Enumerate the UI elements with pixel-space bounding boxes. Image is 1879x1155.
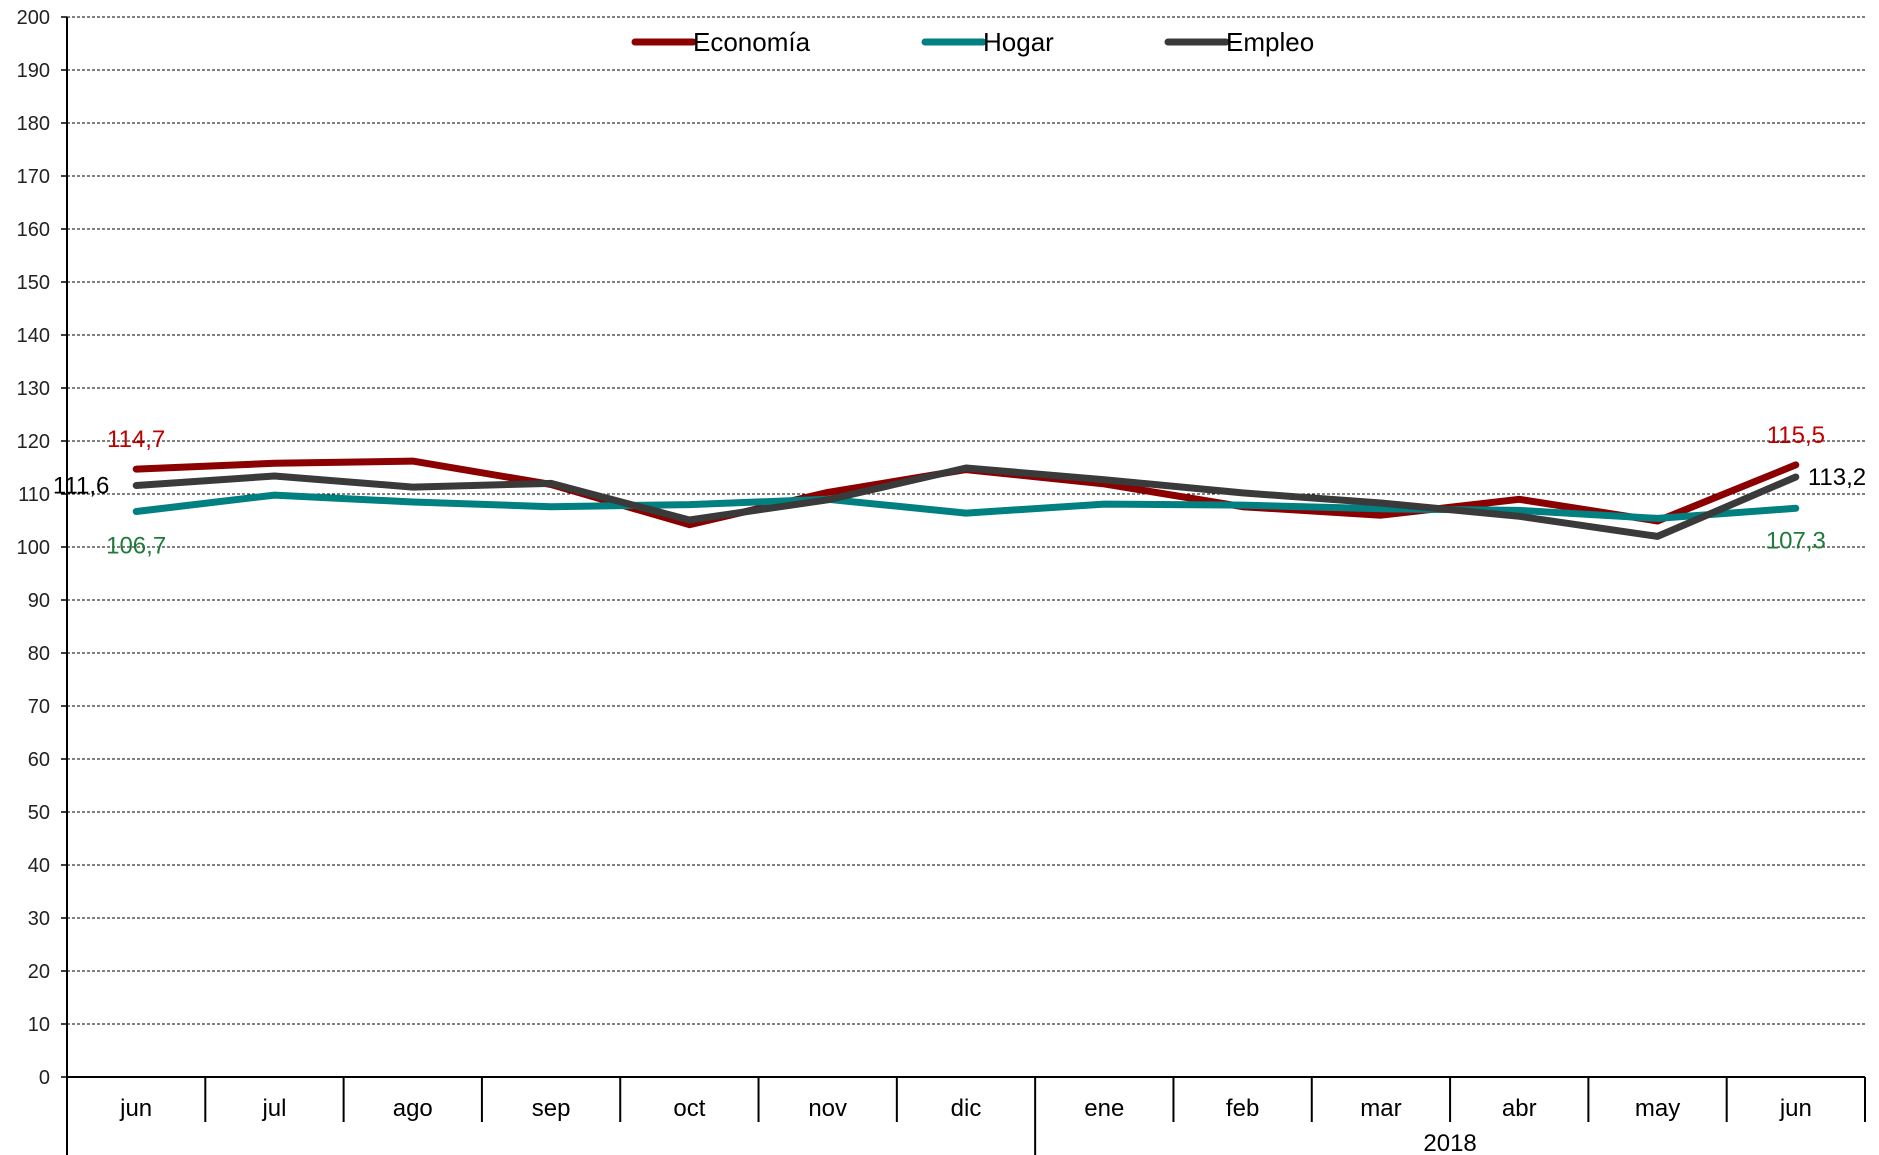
y-tick-label: 200 [17,7,50,29]
legend-label: Hogar [983,27,1054,57]
data-labels: 114,7 115,5 106,7 107,3 111,6 113,2 [53,422,1866,560]
x-tick-label: jul [261,1095,286,1122]
y-tick-label: 90 [28,590,50,612]
y-tick-label: 80 [28,643,50,665]
x-tick-label: sep [532,1095,571,1122]
data-label-end: 107,3 [1766,527,1826,554]
y-tick-label: 190 [17,60,50,82]
y-tick-label: 140 [17,325,50,347]
x-tick-label: oct [673,1095,705,1122]
data-label-start: 111,6 [53,473,110,500]
grid-lines [67,16,1865,1025]
y-tick-label: 110 [18,484,50,506]
y-tick-label: 0 [39,1067,50,1089]
data-label-end: 115,5 [1767,422,1825,449]
x-tick-label: mar [1360,1095,1401,1122]
y-tick-label: 100 [17,537,50,559]
y-tick-label: 40 [28,855,50,877]
series-lines [132,457,1800,540]
y-tick-label: 150 [17,272,50,294]
y-tick-label: 160 [17,219,50,241]
x-tick-label: abr [1502,1095,1537,1122]
x-axis: jun jul ago sep oct nov dic ene feb mar abr may jun 2… [67,1076,1866,1155]
data-label-end: 113,2 [1808,464,1866,491]
x-tick-label: jun [1779,1095,1812,1122]
y-tick-label: 20 [28,961,50,983]
y-axis: 0 10 20 30 40 50 60 70 80 90 100 110 120 130 140 150 160… [17,7,68,1155]
y-tick-label: 120 [17,431,50,453]
y-tick-label: 50 [28,802,50,824]
year-label: 2018 [1423,1130,1476,1155]
y-tick-label: 10 [28,1014,50,1036]
x-tick-label: ene [1084,1095,1124,1122]
y-tick-label: 70 [28,696,50,718]
x-tick-label: nov [808,1095,847,1122]
x-tick-label: ago [393,1095,433,1122]
x-tick-label: may [1635,1095,1680,1122]
y-tick-label: 30 [28,908,50,930]
legend-label: Empleo [1226,27,1314,57]
legend: Economía Hogar Empleo [631,27,1314,57]
y-tick-label: 170 [17,166,50,188]
y-tick-label: 180 [17,113,50,135]
y-tick-label: 60 [28,749,50,771]
data-label-start: 114,7 [107,426,165,453]
y-tick-label: 130 [17,378,50,400]
x-tick-label: feb [1226,1095,1259,1122]
legend-label: Economía [693,27,811,57]
x-tick-label: dic [951,1095,982,1122]
x-tick-label: jun [119,1095,152,1122]
data-label-start: 106,7 [106,532,166,559]
